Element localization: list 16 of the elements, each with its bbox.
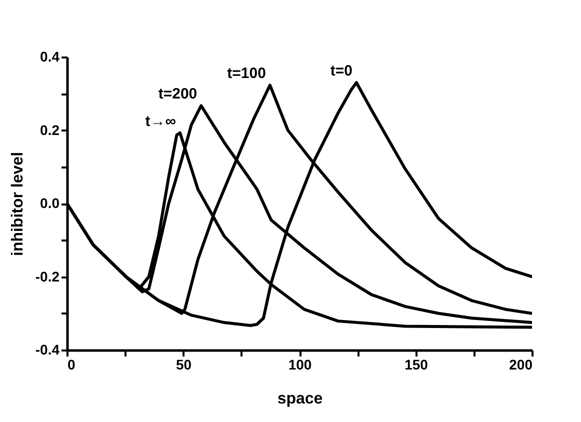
y-tick-label: -0.2 xyxy=(35,268,60,284)
x-tick-label: 200 xyxy=(509,356,533,372)
x-tick-label: 150 xyxy=(404,356,428,372)
series-label: t→∞ xyxy=(145,112,176,130)
y-axis-title: inhibitor level xyxy=(9,152,26,256)
series-label: t=200 xyxy=(158,86,198,103)
x-tick-label: 0 xyxy=(68,356,76,372)
x-axis-title: space xyxy=(277,390,323,408)
y-tick-label: -0.4 xyxy=(35,342,60,358)
series-label: t=0 xyxy=(330,62,352,80)
x-tick-label: 50 xyxy=(176,356,192,372)
y-tick-label: 0.2 xyxy=(40,122,60,138)
series-label: t=100 xyxy=(227,65,266,82)
x-tick-label: 100 xyxy=(288,356,312,372)
y-tick-label: 0.4 xyxy=(40,48,60,64)
y-tick-label: 0.0 xyxy=(40,195,60,211)
